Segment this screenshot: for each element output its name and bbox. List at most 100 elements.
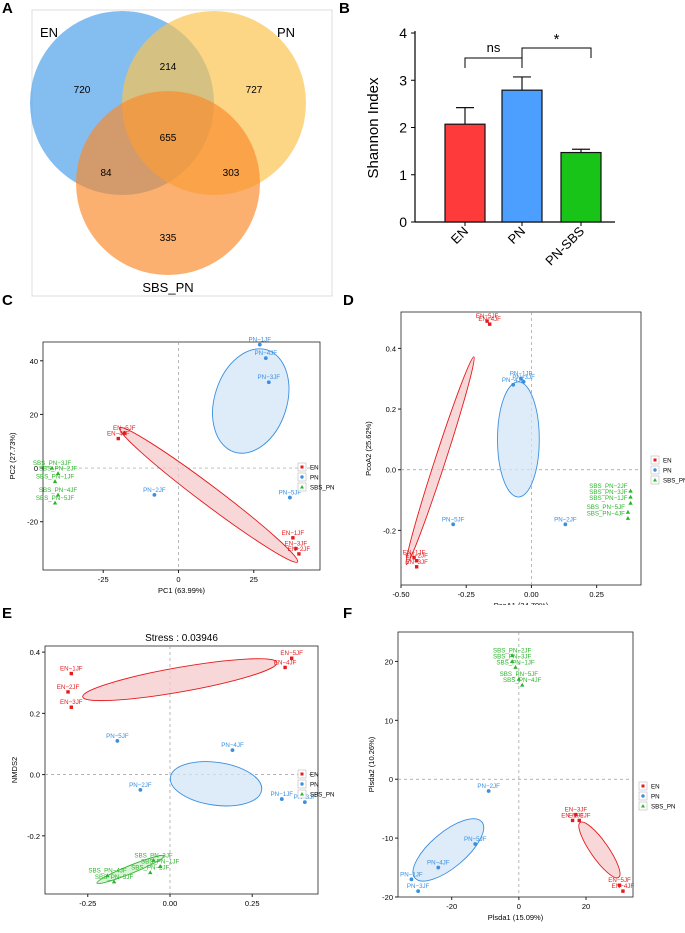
- shannon-bar-chart: 0 1 2 3 4 Shannon Index EN PN PN-SBS ns *: [365, 25, 615, 268]
- legend-marker-pn: [641, 794, 645, 798]
- x-tick-label: EN: [448, 224, 471, 247]
- panel-label-b: B: [339, 0, 350, 17]
- y-tick-label: -0.2: [27, 832, 40, 841]
- confidence-ellipse-en: [82, 658, 278, 702]
- x-tick-label: -25: [98, 575, 109, 584]
- legend-marker-en: [641, 784, 645, 788]
- data-point-pn: [263, 356, 268, 360]
- data-point-en: [412, 556, 416, 560]
- y-axis-title: Plsda2 (10.26%): [367, 736, 376, 792]
- data-point-pn: [409, 877, 414, 882]
- y-tick-label: 0.0: [30, 771, 40, 780]
- legend-marker-sbs-pn: [641, 804, 645, 808]
- point-label: SBS_PN−1JF: [496, 659, 535, 666]
- x-tick-label: -0.25: [458, 590, 475, 599]
- point-label: PN−5JF: [464, 836, 487, 843]
- x-tick-label: PN: [505, 224, 528, 247]
- y-tick-label: 4: [399, 25, 407, 41]
- data-point-en: [487, 322, 492, 326]
- venn-diagram: EN PN SBS_PN 720 727 335 214 84 303 655: [30, 9, 333, 297]
- point-label: PN−1JF: [400, 871, 423, 878]
- data-point-pn: [511, 382, 516, 387]
- legend-label: EN: [310, 465, 319, 472]
- data-point-pn: [519, 376, 523, 381]
- data-point-pn: [473, 842, 478, 846]
- data-point-sbs-pn: [516, 676, 522, 681]
- x-tick-label: 0.00: [524, 590, 539, 599]
- data-point-sbs-pn: [55, 492, 61, 497]
- point-label: SBS_PN−5JF: [36, 495, 75, 502]
- y-tick-label: 0: [399, 214, 407, 230]
- x-tick-label: 0: [176, 575, 180, 584]
- venn-circle-sbs_pn: [76, 91, 260, 275]
- point-label: SBS_PN−4JF: [88, 868, 127, 875]
- y-axis-title: NMDS2: [10, 757, 19, 783]
- data-point-pn: [416, 889, 421, 894]
- data-point-en: [291, 536, 295, 540]
- data-point-sbs-pn: [52, 500, 58, 505]
- legend-marker-pn: [300, 475, 304, 479]
- point-label: PN−3JF: [512, 374, 535, 381]
- point-label: SBS_PN−2JF: [131, 865, 170, 872]
- point-label: SBS_PN−3JF: [589, 489, 628, 496]
- point-label: SBS_PN−5JF: [500, 671, 539, 678]
- data-point-sbs-pn: [49, 465, 55, 470]
- bar-pn-sbs: [560, 151, 602, 223]
- point-label: EN−1JF: [60, 666, 83, 673]
- legend-label: SBS_PN: [310, 485, 334, 492]
- data-point-sbs-pn: [157, 864, 163, 869]
- significance-bracket: [464, 57, 523, 68]
- x-axis-title: PC1 (63.99%): [158, 586, 206, 595]
- point-label: SBS_PN−5JF: [95, 874, 134, 881]
- point-label: EN−3JF: [285, 541, 308, 548]
- y-axis-title: Shannon Index: [365, 77, 382, 178]
- data-point-sbs-pn: [509, 653, 515, 658]
- y-tick-label: 3: [399, 72, 407, 88]
- legend-marker-pn: [653, 468, 657, 472]
- venn-count-all: 655: [160, 133, 177, 144]
- x-tick-label: -0.25: [79, 899, 96, 908]
- data-point-pn: [257, 342, 262, 347]
- point-label: EN−2JF: [288, 546, 311, 553]
- data-point-en: [414, 559, 419, 563]
- point-label: EN−3JF: [60, 699, 83, 706]
- point-label: EN−5JF: [608, 877, 631, 884]
- legend-marker-sbs-pn: [300, 792, 304, 796]
- point-label: PN−1JF: [271, 791, 294, 798]
- x-tick-label: 25: [250, 575, 258, 584]
- point-label: SBS_PN−1JF: [36, 473, 75, 480]
- data-point-sbs-pn: [55, 471, 61, 476]
- panel-label-f: F: [343, 605, 353, 622]
- venn-count-pn-only: 727: [246, 85, 263, 96]
- point-label: SBS_PN−3JF: [33, 460, 72, 467]
- y-tick-label: 20: [30, 410, 38, 419]
- confidence-ellipse-en: [405, 356, 475, 565]
- data-point-pn: [302, 800, 307, 805]
- legend-label: PN: [663, 468, 672, 475]
- data-point-en: [69, 671, 74, 676]
- venn-count-sbs-only: 335: [160, 233, 177, 244]
- plot-title: Stress : 0.03946: [145, 633, 218, 644]
- x-tick-label: 0: [517, 902, 521, 911]
- legend-label: EN: [663, 458, 672, 465]
- data-point-en: [414, 565, 419, 569]
- panel-label-e: E: [2, 605, 13, 622]
- point-label: SBS_PN−5JF: [587, 504, 626, 511]
- y-tick-label: -20: [382, 893, 393, 902]
- x-tick-label: PN-SBS: [542, 223, 587, 268]
- point-label: SBS_PN−3JF: [493, 653, 532, 660]
- venn-frame: [31, 9, 333, 297]
- legend-marker-en: [300, 772, 304, 776]
- y-tick-label: 0.2: [30, 709, 40, 718]
- data-point-sbs-pn: [628, 500, 633, 505]
- data-point-pn: [486, 789, 491, 793]
- legend-marker-en: [653, 458, 657, 462]
- data-point-sbs-pn: [151, 858, 156, 862]
- point-label: SBS_PN−1JF: [141, 858, 180, 865]
- y-tick-label: -10: [382, 834, 393, 843]
- significance-bracket: [521, 47, 592, 58]
- point-label: PN−4JF: [502, 377, 525, 384]
- confidence-ellipse-sbs-pn: [96, 855, 165, 885]
- point-label: SBS_PN−4JF: [39, 487, 78, 494]
- legend-label: PN: [651, 794, 660, 801]
